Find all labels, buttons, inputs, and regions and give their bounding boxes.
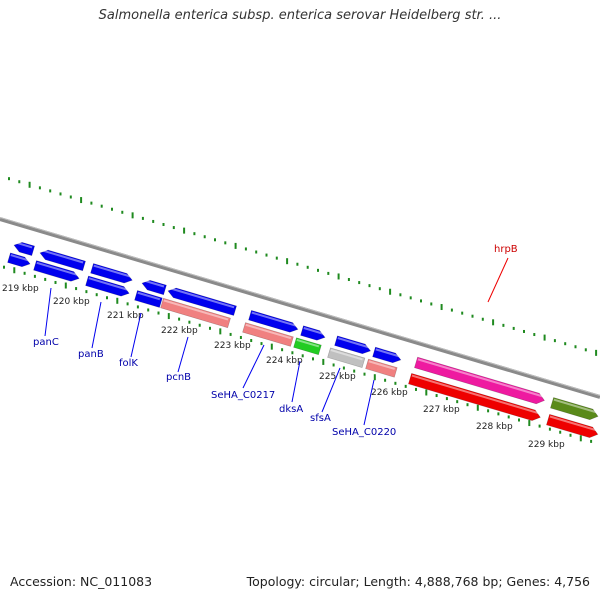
gene-label-hrpB: hrpB bbox=[494, 244, 518, 255]
gene-label-SeHA_C0220: SeHA_C0220 bbox=[332, 427, 396, 438]
scale-label: 222 kbp bbox=[161, 326, 198, 336]
feature-salmon-a bbox=[160, 297, 231, 329]
gene-leader-line bbox=[44, 287, 52, 337]
feature-left-arrow-h bbox=[334, 335, 372, 355]
gene-label-pcnB: pcnB bbox=[166, 372, 191, 383]
feature-left-arrow-i bbox=[372, 346, 402, 364]
gene-label-panB: panB bbox=[78, 349, 104, 360]
gene-leader-line bbox=[177, 336, 189, 373]
feature-left-arrow-b bbox=[39, 249, 86, 272]
feature-panC bbox=[7, 252, 31, 268]
scale-labels: 219 kbp 220 kbp 221 kbp 222 kbp 223 kbp 224 k… bbox=[2, 284, 565, 450]
scale-label: 225 kbp bbox=[319, 372, 356, 382]
summary-text: Topology: circular; Length: 4,888,768 bp… bbox=[246, 574, 590, 589]
feature-pcnB bbox=[134, 290, 163, 308]
scale-label: 228 kbp bbox=[476, 422, 513, 432]
gene-leader-line bbox=[91, 301, 102, 349]
genome-backbone bbox=[0, 217, 600, 399]
feature-red-long bbox=[408, 373, 541, 421]
scale-label: 229 kbp bbox=[528, 440, 565, 450]
scale-label: 219 kbp bbox=[2, 284, 39, 294]
gene-leader-line bbox=[242, 344, 265, 389]
feature-SeHA_C0217 bbox=[242, 322, 294, 347]
scale-label: 223 kbp bbox=[214, 341, 251, 351]
gene-leader-line bbox=[321, 367, 341, 413]
feature-track bbox=[7, 241, 599, 438]
gene-leader-line bbox=[487, 257, 509, 303]
accession-text: Accession: NC_011083 bbox=[10, 574, 153, 589]
gene-label-folK: folK bbox=[119, 358, 138, 369]
gene-leader-line bbox=[291, 360, 301, 403]
gene-label-sfsA: sfsA bbox=[310, 413, 331, 424]
scale-label: 221 kbp bbox=[107, 311, 144, 321]
feature-left-arrow-a bbox=[13, 241, 35, 257]
scale-label: 226 kbp bbox=[371, 388, 408, 398]
upper-tick-row bbox=[8, 177, 598, 356]
gene-leader-line bbox=[363, 379, 375, 426]
feature-olive bbox=[550, 397, 599, 421]
feature-sfsA bbox=[327, 347, 366, 369]
feature-folK bbox=[85, 275, 130, 297]
gene-labels: panC panB folK pcnB SeHA_C0217 dksA sfsASeHA_C… bbox=[33, 244, 518, 438]
feature-red-end bbox=[546, 413, 599, 438]
gene-label-dksA: dksA bbox=[279, 404, 303, 415]
scale-label: 224 kbp bbox=[266, 356, 303, 366]
feature-dksA bbox=[293, 337, 322, 356]
feature-left-arrow-d bbox=[141, 279, 167, 296]
feature-left-arrow-g bbox=[300, 325, 326, 341]
map-title: Salmonella enterica subsp. enterica sero… bbox=[98, 8, 502, 23]
feature-panB bbox=[33, 260, 80, 282]
feature-hrpB bbox=[414, 356, 545, 405]
gene-label-panC: panC bbox=[33, 337, 59, 348]
scale-label: 220 kbp bbox=[53, 297, 90, 307]
genome-backbone-highlight bbox=[0, 217, 600, 396]
feature-left-arrow-e bbox=[167, 287, 237, 316]
gene-label-SeHA_C0217: SeHA_C0217 bbox=[211, 390, 275, 401]
gene-leader-line bbox=[130, 312, 142, 358]
feature-left-arrow-f bbox=[248, 310, 299, 333]
feature-SeHA_C0220 bbox=[365, 358, 398, 378]
feature-left-arrow-c bbox=[90, 263, 133, 284]
scale-label: 227 kbp bbox=[423, 405, 460, 415]
lower-tick-row bbox=[3, 265, 593, 443]
